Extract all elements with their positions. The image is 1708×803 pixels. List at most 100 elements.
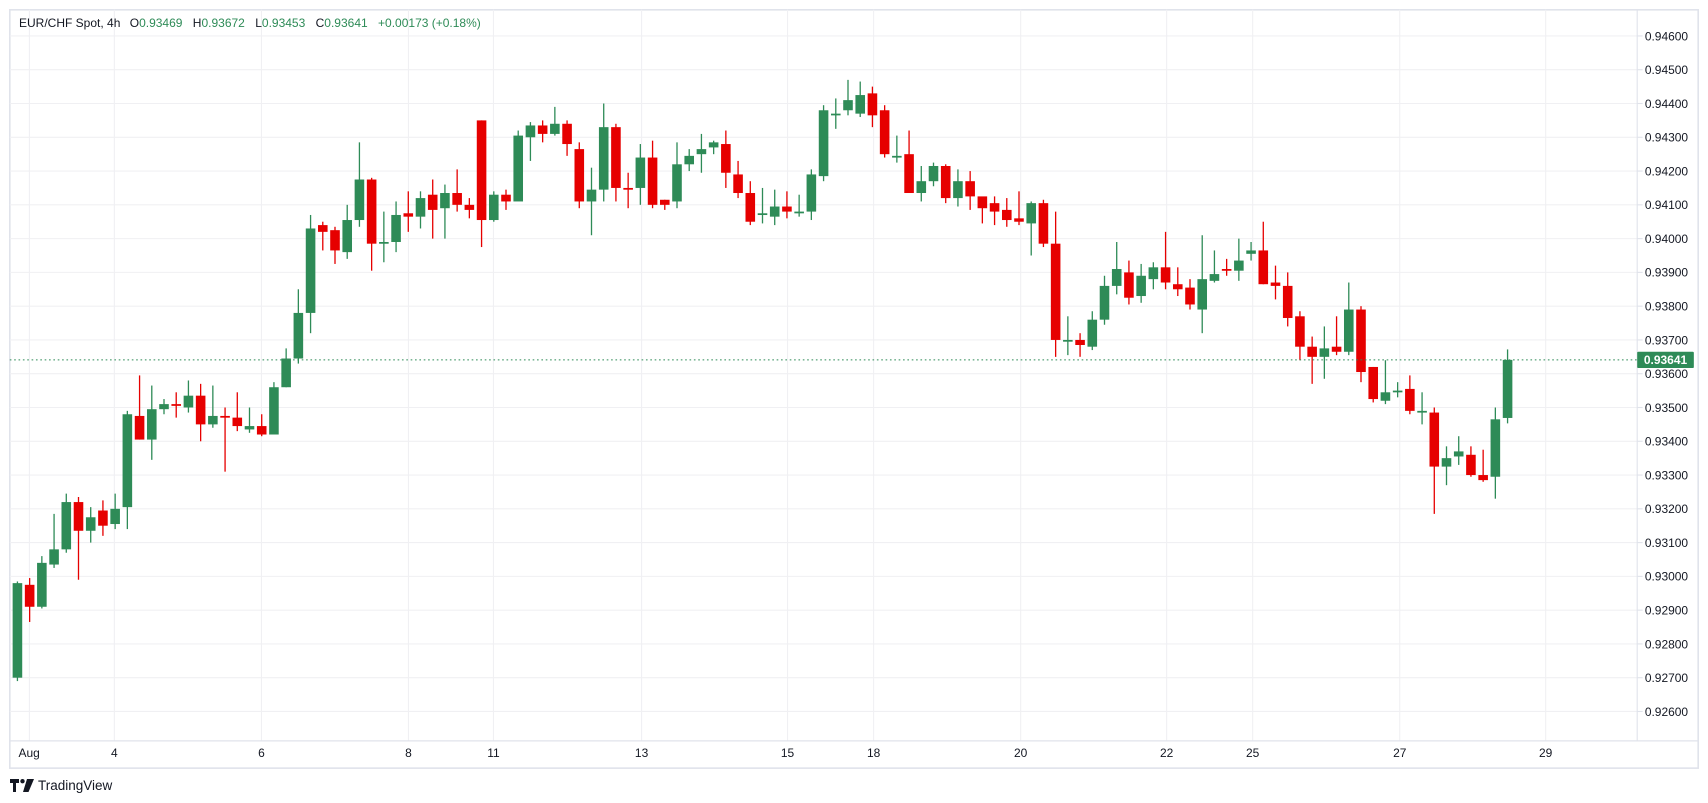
candle[interactable]: [317, 221, 328, 251]
candle[interactable]: [1392, 382, 1403, 398]
candle[interactable]: [342, 204, 353, 259]
candle[interactable]: [1185, 279, 1195, 310]
candle[interactable]: [244, 407, 255, 433]
candle[interactable]: [855, 81, 866, 118]
candle[interactable]: [953, 169, 963, 207]
candle[interactable]: [134, 375, 145, 440]
candle[interactable]: [269, 382, 279, 435]
candle[interactable]: [708, 140, 719, 155]
candle[interactable]: [476, 120, 487, 248]
candle[interactable]: [1405, 375, 1415, 415]
candle[interactable]: [965, 171, 975, 210]
candle[interactable]: [171, 392, 182, 418]
candle[interactable]: [49, 513, 59, 568]
tradingview-attribution[interactable]: TradingView: [10, 776, 112, 794]
candle[interactable]: [1038, 199, 1049, 248]
candle[interactable]: [745, 181, 756, 226]
candle[interactable]: [977, 196, 988, 224]
candle[interactable]: [904, 130, 914, 194]
candle[interactable]: [1221, 258, 1232, 276]
candle[interactable]: [1111, 241, 1122, 295]
candle[interactable]: [1343, 282, 1354, 356]
candle[interactable]: [1160, 231, 1171, 290]
candle[interactable]: [37, 556, 47, 609]
candle[interactable]: [1026, 201, 1037, 256]
candle[interactable]: [733, 160, 743, 199]
candle[interactable]: [452, 169, 462, 212]
candle[interactable]: [611, 123, 621, 202]
candle[interactable]: [647, 140, 658, 209]
candle[interactable]: [537, 120, 548, 143]
candle[interactable]: [256, 414, 267, 437]
candle[interactable]: [61, 493, 72, 553]
candle[interactable]: [183, 380, 194, 413]
candle[interactable]: [1319, 326, 1330, 379]
candle[interactable]: [379, 211, 389, 263]
candle[interactable]: [1075, 333, 1085, 357]
candle[interactable]: [867, 86, 878, 128]
candle[interactable]: [1478, 449, 1488, 482]
candle[interactable]: [85, 507, 96, 543]
candle[interactable]: [1209, 250, 1220, 283]
candle[interactable]: [281, 348, 291, 388]
candle[interactable]: [843, 79, 853, 116]
candle[interactable]: [1124, 260, 1134, 305]
candle[interactable]: [427, 179, 438, 239]
candle[interactable]: [293, 289, 304, 364]
candle[interactable]: [635, 144, 646, 205]
candle[interactable]: [440, 184, 450, 239]
candle[interactable]: [305, 214, 316, 334]
candle[interactable]: [1001, 198, 1012, 227]
candle[interactable]: [1197, 235, 1208, 334]
candle[interactable]: [879, 105, 890, 158]
candle[interactable]: [1172, 267, 1183, 297]
candle[interactable]: [1282, 272, 1293, 327]
candle[interactable]: [1295, 311, 1305, 361]
price-axis[interactable]: 0.94600 0.94500 0.94400 0.94300 0.94200 0.941…: [1637, 29, 1688, 719]
candle[interactable]: [1417, 392, 1427, 425]
candle[interactable]: [1356, 306, 1366, 383]
candle[interactable]: [1466, 446, 1476, 477]
candle[interactable]: [73, 496, 84, 580]
candle[interactable]: [830, 98, 841, 129]
candle[interactable]: [220, 407, 230, 472]
candle[interactable]: [940, 164, 951, 204]
candle[interactable]: [98, 500, 108, 536]
candle[interactable]: [330, 226, 340, 264]
candle[interactable]: [1136, 263, 1146, 303]
candle[interactable]: [1490, 407, 1501, 499]
candle[interactable]: [623, 172, 633, 209]
candle[interactable]: [1014, 191, 1024, 226]
candle[interactable]: [122, 410, 133, 530]
candle[interactable]: [146, 385, 157, 460]
candle[interactable]: [721, 130, 731, 188]
candle[interactable]: [562, 120, 572, 156]
candle[interactable]: [1246, 241, 1256, 261]
candle[interactable]: [769, 189, 780, 226]
candle[interactable]: [916, 165, 927, 202]
candle[interactable]: [1050, 211, 1061, 357]
candle[interactable]: [574, 142, 585, 209]
candle[interactable]: [1368, 366, 1379, 403]
candle[interactable]: [1380, 360, 1391, 405]
candle[interactable]: [806, 169, 817, 221]
candle[interactable]: [1148, 262, 1159, 290]
candle[interactable]: [1441, 446, 1452, 486]
time-axis[interactable]: Aug 4 6 8 11 13 15 18 20 22 25 27 29: [19, 746, 1553, 760]
candle[interactable]: [208, 385, 218, 428]
candle[interactable]: [1087, 311, 1098, 351]
candle[interactable]: [525, 122, 536, 161]
candle[interactable]: [403, 191, 414, 232]
candle[interactable]: [757, 187, 768, 224]
candle[interactable]: [1429, 407, 1440, 514]
candle[interactable]: [794, 194, 804, 217]
candle[interactable]: [232, 392, 243, 432]
candle[interactable]: [195, 383, 206, 442]
candle[interactable]: [818, 105, 829, 182]
candle[interactable]: [501, 189, 511, 210]
candle[interactable]: [1502, 349, 1513, 424]
candle[interactable]: [1270, 265, 1281, 300]
candle[interactable]: [598, 103, 609, 202]
candle[interactable]: [1258, 221, 1269, 285]
